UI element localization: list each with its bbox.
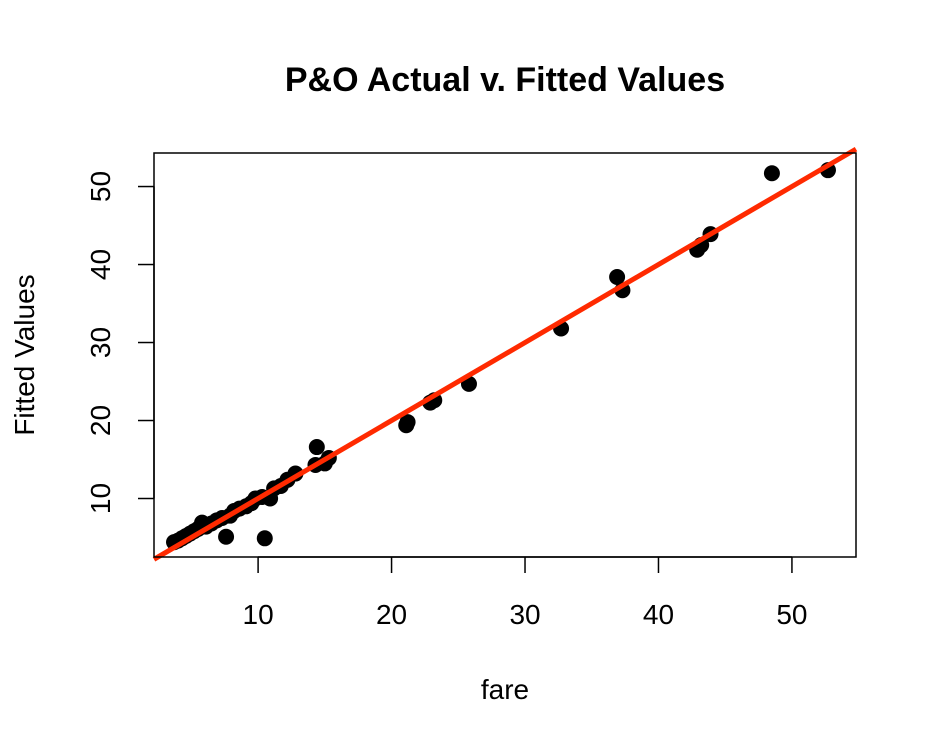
data-point bbox=[256, 530, 273, 547]
fit-line bbox=[152, 146, 858, 562]
chart-title: P&O Actual v. Fitted Values bbox=[285, 61, 725, 99]
y-tick-label: 30 bbox=[85, 327, 116, 358]
y-axis-label: Fitted Values bbox=[9, 274, 40, 435]
x-tick-label: 10 bbox=[243, 599, 274, 630]
y-tick-label: 50 bbox=[85, 171, 116, 202]
plot-area bbox=[152, 146, 858, 562]
y-tick-label: 40 bbox=[85, 249, 116, 280]
x-tick-label: 50 bbox=[776, 599, 807, 630]
y-tick-label: 20 bbox=[85, 405, 116, 436]
x-axis-label: fare bbox=[481, 674, 529, 705]
x-tick-label: 40 bbox=[643, 599, 674, 630]
x-axis: 10 20 30 40 50 bbox=[243, 556, 808, 630]
data-point bbox=[609, 269, 626, 286]
data-point bbox=[218, 528, 235, 545]
y-tick-label: 10 bbox=[85, 483, 116, 514]
data-point bbox=[399, 414, 416, 431]
y-axis: 10 20 30 40 50 bbox=[85, 171, 155, 514]
data-point bbox=[763, 165, 780, 182]
x-tick-label: 20 bbox=[376, 599, 407, 630]
x-tick-label: 30 bbox=[509, 599, 540, 630]
data-point bbox=[308, 439, 325, 456]
